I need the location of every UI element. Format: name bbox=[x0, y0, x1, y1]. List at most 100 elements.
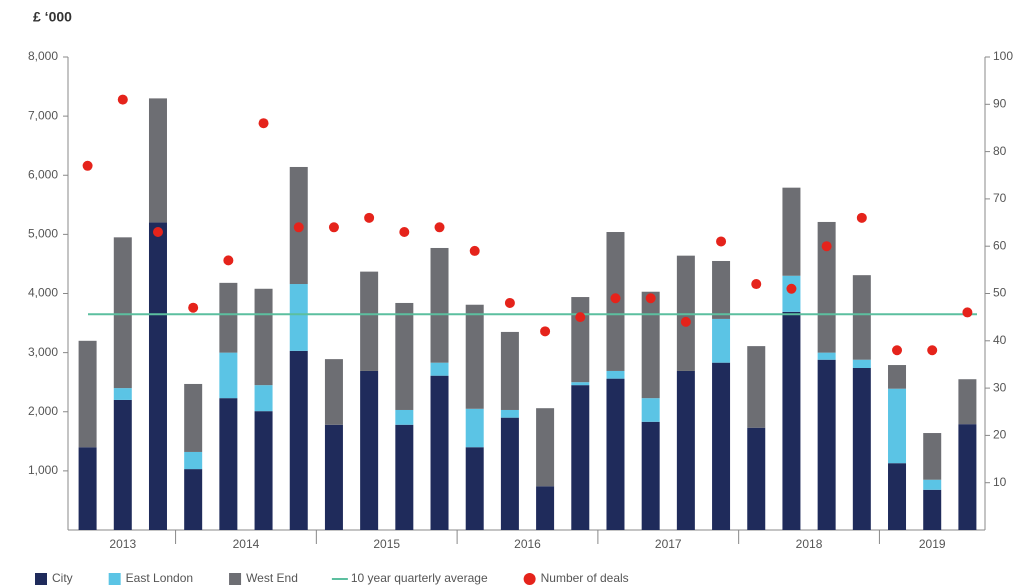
deal-point bbox=[117, 94, 128, 105]
y-tick-label: 1,000 bbox=[28, 463, 58, 477]
bar-segment bbox=[852, 275, 871, 360]
bar-segment bbox=[254, 385, 273, 412]
deal-point bbox=[504, 297, 515, 308]
bar-segment bbox=[641, 398, 660, 422]
deal-point bbox=[469, 245, 480, 256]
legend-swatch bbox=[108, 573, 121, 585]
deal-point bbox=[610, 293, 621, 304]
bar-segment bbox=[571, 385, 590, 530]
deal-point bbox=[364, 212, 375, 223]
bar-segment bbox=[395, 424, 414, 530]
bar-segment bbox=[360, 370, 379, 530]
bar-segment bbox=[324, 424, 343, 530]
bar-segment bbox=[465, 304, 484, 409]
bar-segment bbox=[888, 463, 907, 530]
y-tick-label: 8,000 bbox=[28, 49, 58, 63]
bar-segment bbox=[888, 365, 907, 389]
bar-segment bbox=[113, 237, 132, 389]
x-group-label: 2017 bbox=[655, 537, 682, 551]
bar-segment bbox=[747, 427, 766, 530]
y2-tick-label: 80 bbox=[993, 144, 1007, 158]
deal-point bbox=[152, 227, 163, 238]
bar-segment bbox=[923, 479, 942, 490]
x-group-label: 2018 bbox=[796, 537, 823, 551]
bar-segment bbox=[571, 382, 590, 386]
legend-swatch bbox=[35, 573, 47, 585]
bar-segment bbox=[254, 411, 273, 530]
deal-point bbox=[223, 255, 234, 266]
y2-tick-label: 10 bbox=[993, 475, 1007, 489]
bar-segment bbox=[817, 352, 836, 360]
deal-point bbox=[927, 345, 938, 356]
bar-segment bbox=[360, 271, 379, 371]
bar-segment bbox=[676, 370, 695, 530]
x-group-label: 2016 bbox=[514, 537, 541, 551]
bar-segment bbox=[923, 489, 942, 530]
bar-segment bbox=[500, 417, 519, 530]
deal-point bbox=[293, 222, 304, 233]
bar-segment bbox=[958, 424, 977, 530]
deal-point bbox=[540, 326, 551, 337]
deal-point bbox=[892, 345, 903, 356]
legend-swatch bbox=[523, 573, 536, 585]
bar-segment bbox=[289, 350, 308, 530]
y-tick-label: 2,000 bbox=[28, 404, 58, 418]
bar-segment bbox=[219, 398, 238, 530]
bar-segment bbox=[465, 408, 484, 448]
deal-point bbox=[751, 279, 762, 290]
bar-segment bbox=[324, 359, 343, 425]
bar-segment bbox=[888, 388, 907, 464]
bar-segment bbox=[113, 399, 132, 530]
bar-segment bbox=[78, 447, 97, 530]
y-tick-label: 3,000 bbox=[28, 345, 58, 359]
bar-segment bbox=[817, 221, 836, 353]
legend-label: West End bbox=[246, 571, 298, 585]
legend-label: East London bbox=[126, 571, 193, 585]
bar-segment bbox=[536, 486, 555, 530]
deal-point bbox=[680, 316, 691, 327]
legend-label: 10 year quarterly average bbox=[351, 571, 488, 585]
legend-swatch bbox=[229, 573, 242, 585]
bar-segment bbox=[747, 346, 766, 428]
bar-segment bbox=[395, 409, 414, 425]
y2-tick-label: 30 bbox=[993, 380, 1007, 394]
deal-point bbox=[399, 227, 410, 238]
bar-segment bbox=[148, 98, 167, 223]
y2-tick-label: 100 bbox=[993, 49, 1013, 63]
bar-segment bbox=[430, 362, 449, 376]
y2-tick-label: 70 bbox=[993, 191, 1007, 205]
bar-segment bbox=[430, 247, 449, 363]
bar-segment bbox=[782, 187, 801, 276]
bar-segment bbox=[817, 359, 836, 530]
bar-segment bbox=[184, 469, 203, 530]
bar-segment bbox=[254, 288, 273, 386]
deal-point bbox=[786, 283, 797, 294]
deal-point bbox=[188, 302, 199, 313]
deal-point bbox=[645, 293, 656, 304]
bar-segment bbox=[852, 359, 871, 368]
bar-segment bbox=[465, 447, 484, 530]
bar-segment bbox=[641, 291, 660, 399]
legend-label: Number of deals bbox=[541, 571, 629, 585]
deal-point bbox=[434, 222, 445, 233]
bar-segment bbox=[712, 362, 731, 530]
bar-segment bbox=[219, 282, 238, 353]
y2-tick-label: 60 bbox=[993, 238, 1007, 252]
bar-segment bbox=[712, 260, 731, 319]
deal-point bbox=[962, 307, 973, 318]
bar-segment bbox=[923, 433, 942, 480]
bar-segment bbox=[782, 275, 801, 312]
y2-tick-label: 90 bbox=[993, 96, 1007, 110]
deal-point bbox=[716, 236, 727, 247]
bar-segment bbox=[536, 408, 555, 487]
bar-segment bbox=[571, 297, 590, 383]
bar-segment bbox=[958, 379, 977, 425]
x-group-label: 2019 bbox=[919, 537, 946, 551]
bar-segment bbox=[430, 375, 449, 530]
bar-segment bbox=[78, 340, 97, 448]
bar-segment bbox=[289, 284, 308, 351]
bar-segment bbox=[606, 378, 625, 530]
bar-segment bbox=[500, 409, 519, 418]
bar-segment bbox=[113, 388, 132, 400]
